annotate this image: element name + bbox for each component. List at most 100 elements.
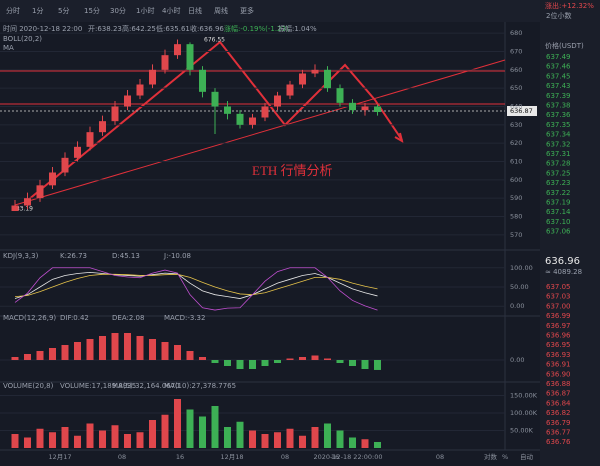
candle-body (299, 73, 306, 85)
candle-body (186, 44, 194, 70)
ask-price: 637.46 (546, 63, 571, 71)
y-tick-label: 0.00 (510, 302, 524, 310)
high-label: 676.55 (204, 37, 225, 44)
toolbar-item[interactable]: 分时 (6, 6, 20, 15)
macd-bar (49, 348, 56, 360)
bid-price: 636.77 (546, 429, 571, 437)
side-decimals[interactable]: 2位小数 (546, 11, 571, 20)
panel-value: MA(10):27,378.7765 (164, 382, 236, 390)
macd-bar (161, 342, 169, 360)
y-tick-label: 590 (510, 194, 522, 202)
macd-bar (24, 354, 31, 360)
volume-bar (161, 414, 169, 448)
time-label: 16 (331, 453, 339, 461)
macd-bar (336, 360, 344, 363)
candle-body (136, 84, 144, 96)
macd-bar (236, 360, 244, 369)
candle-body (261, 106, 269, 118)
ask-price: 637.19 (546, 199, 571, 207)
candle-body (124, 95, 131, 107)
panel-value: DEA:2.08 (112, 314, 144, 322)
candle-body (149, 69, 156, 85)
time-label: 16 (176, 453, 184, 461)
panel-title: KDJ(9,3,3) (3, 252, 39, 260)
ask-price: 637.38 (546, 102, 571, 110)
volume-bar (24, 437, 31, 448)
side-last: 636.96 (545, 256, 580, 267)
y-tick-label: 150.00K (510, 392, 538, 400)
macd-bar (224, 360, 231, 366)
corner-button[interactable]: 对数 (484, 452, 498, 461)
corner-button[interactable]: 自动 (520, 452, 534, 461)
candle-body (336, 88, 344, 103)
macd-bar (261, 360, 269, 366)
volume-bar (336, 430, 344, 448)
macd-bar (211, 360, 219, 363)
side-last-cny: ≈ 4089.28 (545, 268, 582, 276)
y-tick-label: 630 (510, 121, 522, 129)
toolbar-item[interactable]: 5分 (58, 6, 69, 15)
panel-value: MACD:-3.32 (164, 314, 205, 322)
candle-body (24, 198, 31, 206)
corner-button[interactable]: % (502, 453, 508, 461)
ask-price: 637.28 (546, 160, 571, 168)
toolbar-item[interactable]: 周线 (214, 6, 228, 15)
macd-bar (349, 360, 356, 366)
macd-bar (274, 360, 281, 363)
candle-body (274, 95, 281, 107)
panel-value: MA(5):32,164.0670 (112, 382, 180, 390)
volume-bar (36, 428, 44, 448)
ask-price: 637.36 (546, 111, 571, 119)
toolbar-item[interactable]: 30分 (110, 6, 126, 15)
bid-price: 636.76 (546, 438, 571, 446)
panel-value: D:45.13 (112, 252, 140, 260)
macd-bar (311, 355, 319, 360)
macd-bar (74, 342, 81, 360)
y-tick-label: 620 (510, 139, 522, 147)
analysis-label: ETH 行情分析 (252, 163, 333, 178)
candle-body (211, 91, 219, 107)
volume-bar (261, 434, 269, 448)
volume-bar (286, 428, 294, 448)
time-label: 08 (281, 453, 289, 461)
candle-body (374, 106, 381, 112)
macd-bar (186, 351, 194, 360)
candle-body (49, 172, 56, 186)
ask-price: 637.06 (546, 228, 571, 236)
y-tick-label: 660 (510, 66, 522, 74)
macd-bar (61, 345, 69, 360)
info-amplitude: 振幅:1.04% (278, 24, 317, 33)
volume-bar (11, 434, 19, 448)
toolbar-item[interactable]: 1小时 (136, 6, 154, 15)
macd-bar (374, 360, 381, 370)
volume-bar (199, 416, 206, 448)
bid-price: 636.95 (546, 341, 571, 349)
macd-bar (86, 339, 94, 360)
ask-price: 637.23 (546, 179, 571, 187)
macd-bar (11, 357, 19, 360)
toolbar-item[interactable]: 4小时 (162, 6, 180, 15)
panel-dividers (0, 249, 540, 451)
panel-value: K:26.73 (60, 252, 87, 260)
candle-body (249, 117, 256, 125)
macd-bar (286, 358, 294, 360)
macd-bar (299, 357, 306, 360)
volume-bar (211, 406, 219, 448)
price-tag-text: 636.87 (510, 107, 533, 115)
toolbar-item[interactable]: 更多 (240, 6, 254, 15)
panel-title: MACD(12,26,9) (3, 314, 56, 322)
y-tick-label: 100.00 (510, 264, 533, 272)
candle-body (236, 113, 244, 125)
panel-title: VOLUME(20,8) (3, 382, 54, 390)
volume-bar (236, 421, 244, 448)
boll: BOLL(20,2) (3, 35, 42, 43)
volume-bar (86, 423, 94, 448)
volume-bar (174, 399, 181, 448)
y-tick-label: 100.00K (510, 409, 538, 417)
toolbar-item[interactable]: 日线 (188, 6, 202, 15)
time-label: 08 (118, 453, 126, 461)
y-tick-label: 600 (510, 176, 522, 184)
info-open: 开:638.23 (88, 25, 122, 33)
toolbar-item[interactable]: 15分 (84, 6, 100, 15)
toolbar-item[interactable]: 1分 (32, 6, 43, 15)
